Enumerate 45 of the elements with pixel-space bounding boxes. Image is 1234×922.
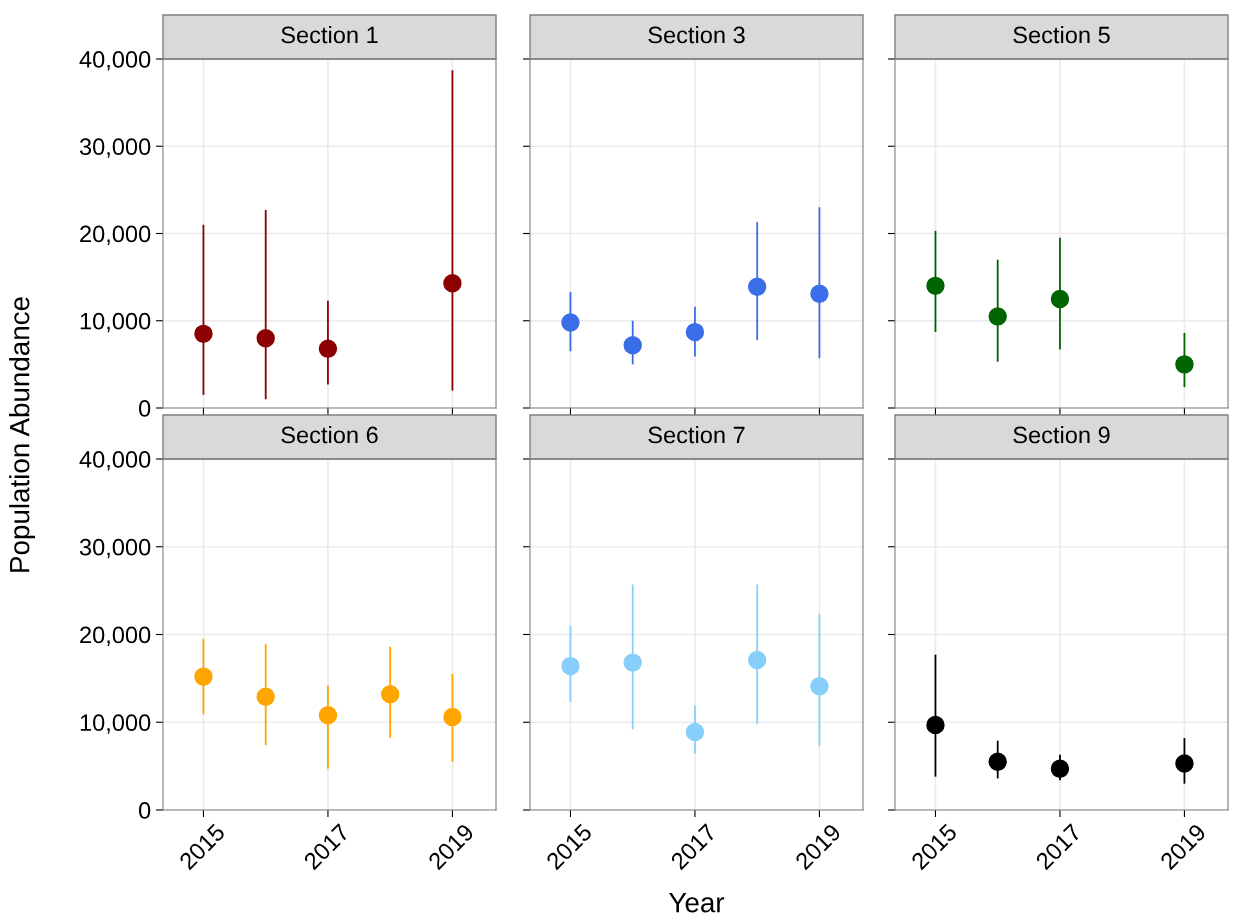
y-tick-label: 40,000: [79, 51, 151, 71]
chart-title: Section 7: [648, 425, 745, 444]
y-axis-title: Population Abundance: [9, 297, 35, 572]
point: [810, 677, 829, 696]
point: [747, 650, 767, 670]
point: [747, 277, 767, 296]
point: [623, 335, 642, 355]
y-tick-label: 10,000: [80, 312, 151, 333]
point: [926, 276, 945, 296]
point: [1050, 289, 1070, 309]
x-axis-title: Year: [669, 893, 725, 913]
point: [443, 707, 462, 727]
point: [623, 653, 642, 672]
y-tick-label: 10,000: [80, 714, 151, 734]
y-tick-label: 20,000: [80, 225, 151, 246]
chart-title: Section 6: [281, 425, 378, 444]
point: [685, 322, 705, 342]
point: [443, 274, 462, 293]
y-tick-label: 30,000: [79, 138, 151, 158]
point: [1050, 759, 1070, 778]
y-tick-label: 40,000: [79, 451, 151, 471]
point: [256, 687, 275, 707]
point: [1175, 355, 1194, 374]
point: [561, 313, 580, 332]
point: [318, 339, 338, 358]
y-tick-label: 30,000: [79, 538, 151, 559]
point: [194, 324, 213, 344]
point: [926, 715, 945, 735]
y-tick-label: 0: [138, 802, 151, 819]
y-tick-label: 20,000: [80, 626, 151, 647]
point: [988, 752, 1007, 771]
point: [810, 284, 829, 303]
point: [380, 684, 400, 704]
chart-title: Section 9: [1013, 425, 1110, 444]
point: [256, 328, 275, 348]
chart-title: Section 5: [1013, 26, 1110, 44]
chart-title: Section 3: [648, 26, 745, 44]
y-tick-label: 0: [138, 400, 151, 417]
point: [685, 722, 705, 742]
chart-title: Section 1: [281, 26, 378, 44]
point: [1175, 754, 1194, 773]
point: [561, 656, 580, 676]
point: [318, 706, 338, 725]
point: [194, 667, 213, 686]
point: [988, 307, 1007, 326]
